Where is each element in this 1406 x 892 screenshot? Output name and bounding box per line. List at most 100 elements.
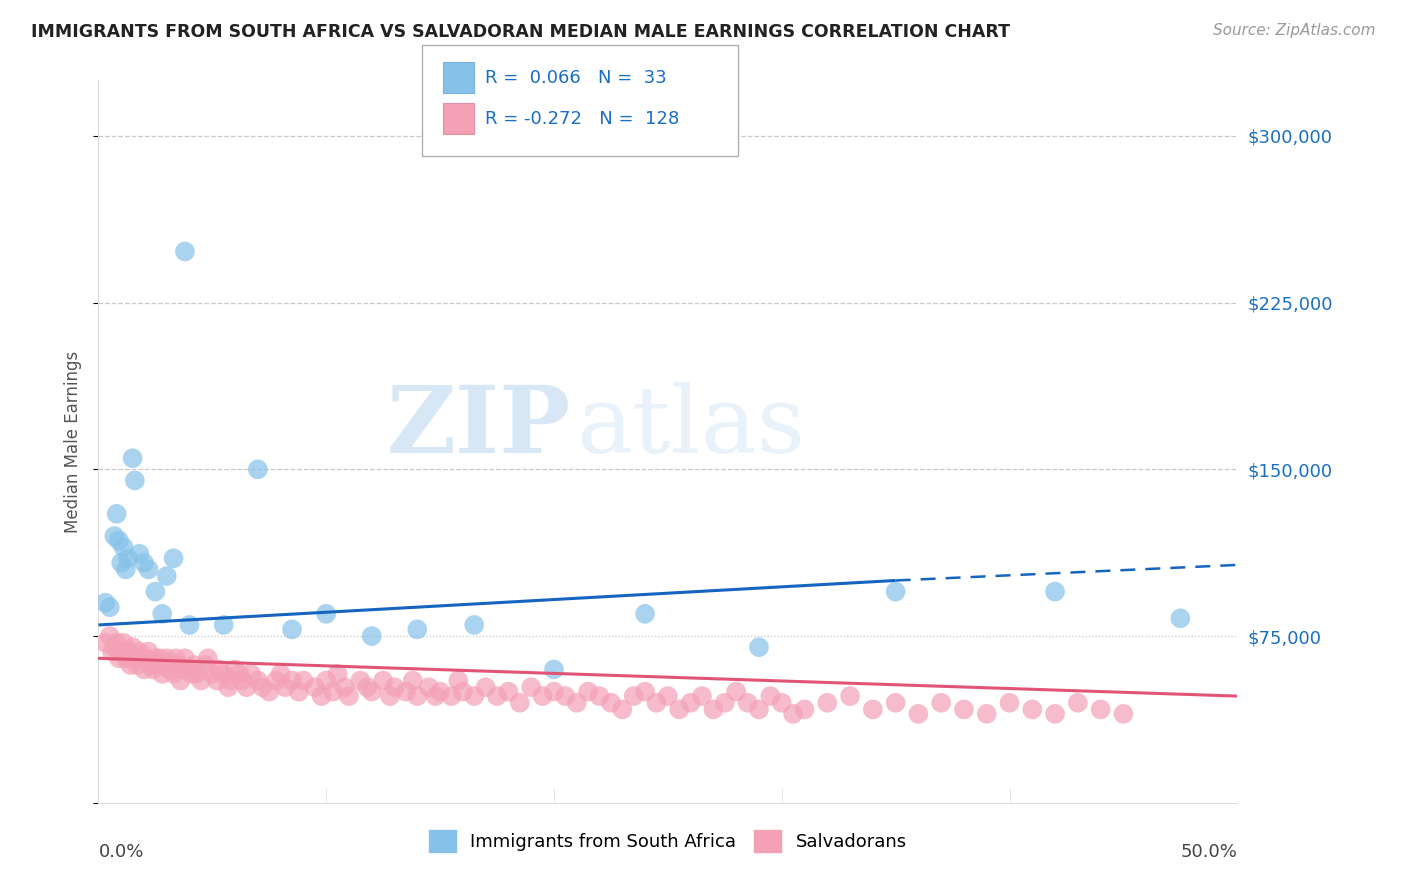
Point (576, 684, 599, 698)
Point (725, 684, 748, 698)
Point (1043, 706, 1066, 721)
Point (201, 666, 224, 681)
Point (156, 569, 179, 583)
Point (998, 696, 1021, 710)
Point (124, 651, 146, 665)
Point (108, 651, 131, 665)
Point (1067, 696, 1090, 710)
Point (179, 618, 201, 632)
Point (770, 696, 793, 710)
Point (1170, 611, 1192, 625)
Point (179, 662, 201, 676)
Point (150, 607, 173, 621)
Point (281, 673, 304, 688)
Point (315, 607, 337, 621)
Point (333, 680, 356, 694)
Point (679, 696, 702, 710)
Point (172, 662, 194, 676)
Point (371, 673, 394, 688)
Point (748, 640, 770, 655)
Point (395, 684, 418, 698)
Point (839, 689, 862, 703)
Point (425, 689, 447, 703)
Point (264, 673, 287, 688)
Legend: Immigrants from South Africa, Salvadorans: Immigrants from South Africa, Salvadoran… (422, 822, 914, 859)
Point (142, 662, 165, 676)
Text: 0.0%: 0.0% (98, 843, 143, 861)
Point (884, 696, 907, 710)
Point (156, 651, 179, 665)
Point (128, 547, 150, 561)
Point (138, 562, 160, 576)
Point (486, 689, 509, 703)
Point (105, 507, 128, 521)
Point (402, 673, 425, 688)
Point (520, 680, 543, 694)
Point (128, 645, 150, 659)
Point (149, 651, 172, 665)
Point (145, 651, 167, 665)
Point (714, 696, 737, 710)
Point (311, 689, 333, 703)
Point (132, 662, 155, 676)
Point (356, 680, 378, 694)
Point (180, 666, 202, 681)
Point (531, 689, 554, 703)
Point (190, 673, 212, 688)
Point (1112, 706, 1135, 721)
Point (281, 623, 304, 637)
Text: IMMIGRANTS FROM SOUTH AFRICA VS SALVADORAN MEDIAN MALE EARNINGS CORRELATION CHAR: IMMIGRANTS FROM SOUTH AFRICA VS SALVADOR… (31, 23, 1010, 41)
Point (212, 618, 235, 632)
Point (378, 689, 401, 703)
Point (146, 657, 169, 672)
Point (259, 684, 281, 698)
Point (406, 623, 429, 637)
Point (474, 680, 496, 694)
Point (406, 689, 429, 703)
Point (634, 607, 657, 621)
Point (127, 657, 149, 672)
Point (929, 696, 952, 710)
Point (565, 696, 588, 710)
Point (224, 662, 246, 676)
Point (174, 244, 197, 259)
Point (208, 662, 231, 676)
Point (793, 702, 815, 716)
Point (167, 657, 190, 672)
Point (322, 684, 344, 698)
Text: Source: ZipAtlas.com: Source: ZipAtlas.com (1212, 23, 1375, 38)
Point (907, 706, 929, 721)
Point (634, 684, 657, 698)
Text: R = -0.272   N =  128: R = -0.272 N = 128 (485, 110, 679, 128)
Point (235, 680, 257, 694)
Point (884, 584, 907, 599)
Point (162, 551, 184, 566)
Point (138, 645, 160, 659)
Point (219, 673, 242, 688)
Point (117, 551, 139, 566)
Point (228, 666, 250, 681)
Point (292, 673, 315, 688)
Point (588, 689, 610, 703)
Point (1090, 702, 1112, 716)
Point (101, 645, 124, 659)
Point (246, 462, 269, 476)
Point (246, 673, 269, 688)
Point (554, 689, 576, 703)
Point (121, 451, 143, 466)
Point (103, 529, 125, 543)
Point (623, 689, 645, 703)
Point (543, 684, 565, 698)
Point (600, 696, 623, 710)
Point (112, 540, 135, 554)
Point (94, 636, 117, 650)
Point (759, 689, 782, 703)
Point (384, 680, 406, 694)
Point (135, 651, 157, 665)
Point (360, 629, 382, 643)
Point (121, 640, 143, 655)
Point (197, 651, 219, 665)
Point (94, 596, 117, 610)
Point (270, 666, 292, 681)
Point (160, 657, 183, 672)
